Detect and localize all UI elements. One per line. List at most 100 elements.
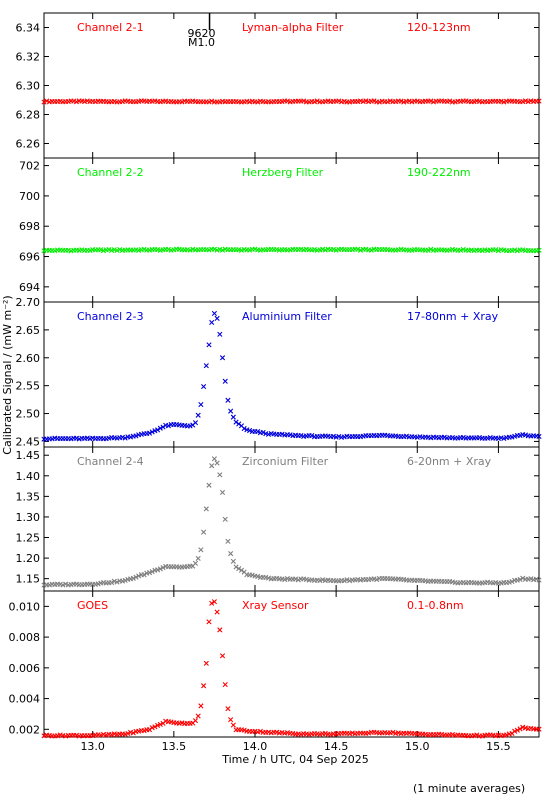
data-series [41,599,542,739]
data-point [536,247,542,253]
data-point [209,600,215,606]
data-point [160,424,166,430]
data-point [133,433,139,439]
plot-frame [43,301,540,448]
data-series [41,456,542,588]
y-tick-label: 2.45 [16,435,41,448]
y-tick-label: 2.55 [16,380,41,393]
data-point [160,565,166,571]
data-point [209,319,215,326]
data-point [428,246,434,252]
channel-label: Channel 2-3 [77,310,144,323]
data-point [517,726,523,732]
channel-label: GOES [77,599,108,612]
filter-label: Lyman-alpha Filter [242,21,344,34]
data-point [390,729,396,735]
data-point [211,456,217,462]
data-point [309,433,315,439]
data-point [141,572,147,578]
data-point [146,570,153,576]
channel-label: Channel 2-1 [77,21,144,34]
data-point [225,538,231,544]
y-tick-label: 2.60 [16,352,41,365]
data-point [374,576,380,583]
data-point [236,566,242,572]
panel-5: 0.002 0.004 0.006 0.008 0.010 GOES Xray Sensor… [9,590,542,739]
data-point [230,414,236,420]
band-label: 17-80nm + Xray [407,310,499,323]
data-point [260,429,266,436]
x-tick-label: 15.0 [405,740,430,753]
data-point [149,569,155,575]
data-point [157,721,163,728]
x-tick-label: 15.5 [486,740,511,753]
data-point [447,98,453,104]
data-series [41,310,542,442]
y-tick-label: 0.002 [9,723,41,736]
y-tick-label: 1.45 [16,449,41,462]
data-point [222,378,228,384]
channel-label: Channel 2-4 [77,455,144,468]
data-point [198,401,204,408]
y-axis-title: Calibrated Signal / (mW m⁻²) [1,295,14,454]
x-axis-title: Time / h UTC, 04 Sep 2025 [221,753,369,766]
y-tick-label: 0.008 [9,631,41,644]
filter-label: Herzberg Filter [242,166,324,179]
data-point [133,574,139,580]
data-point [228,551,234,557]
data-point [198,547,204,553]
data-point [206,342,212,348]
data-point [214,315,220,321]
data-point [165,423,172,429]
filter-label: Xray Sensor [242,599,309,612]
data-point [230,558,236,564]
y-tick-label: 2.65 [16,324,41,337]
data-point [206,482,212,488]
y-tick-label: 0.004 [9,693,41,706]
y-tick-label: 0.006 [9,662,41,675]
data-point [122,577,128,584]
panel-2: 694 696 698 700 702 Channel 2-2 Herzberg Filte… [19,157,542,303]
data-point [125,730,131,737]
data-point [536,433,542,440]
data-point [206,619,212,625]
event-marker-class: M1.0 [188,36,215,49]
data-point [203,506,209,512]
data-series [41,98,542,105]
data-point [517,576,523,583]
data-point [195,412,201,418]
data-point [136,573,142,579]
data-point [225,706,231,712]
data-point [41,99,47,105]
data-point [195,713,201,719]
plot-frame [43,590,540,738]
data-point [257,728,263,734]
band-label: 190-222nm [407,166,471,179]
filter-label: Aluminium Filter [242,310,332,323]
data-point [514,727,520,733]
data-point [217,627,223,633]
data-point [238,567,245,573]
data-point [536,98,542,104]
data-point [217,331,223,337]
y-tick-label: 2.70 [16,296,41,309]
data-point [114,579,120,585]
band-label: 6-20nm + Xray [407,455,492,468]
y-tick-label: 6.26 [16,138,41,151]
plot-frame [43,157,540,303]
panel-4: 1.15 1.20 1.25 1.30 1.35 1.40 1.45 Channel 2-4 Z… [16,446,542,592]
data-point [536,726,542,732]
data-point [222,516,228,522]
data-point [228,408,234,414]
plot-frame [43,446,540,592]
x-tick-label: 13.0 [80,740,105,753]
y-tick-label: 6.30 [16,80,41,93]
data-point [155,427,161,433]
data-point [219,247,226,253]
y-tick-label: 702 [19,160,40,173]
data-point [217,472,223,478]
data-point [219,653,226,659]
y-tick-label: 1.30 [16,511,41,524]
data-point [225,397,231,403]
data-point [152,724,158,730]
